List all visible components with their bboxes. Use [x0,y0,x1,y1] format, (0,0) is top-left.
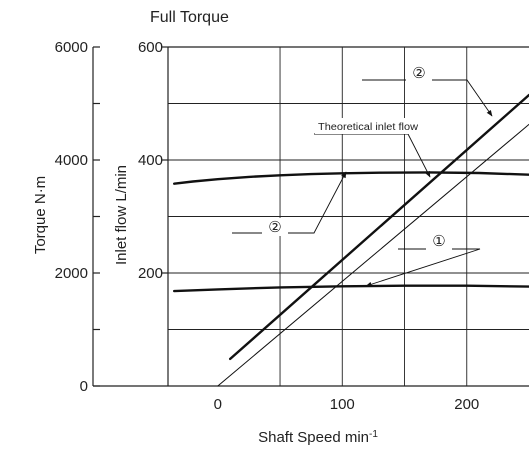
torque-series-line [172,284,529,293]
chart-title: Full Torque [150,9,229,26]
x-tick-label: 200 [454,396,479,413]
series-layer: ② Theoretical inlet flow ② ① [172,64,529,387]
leader-line-flow-2 [362,79,493,117]
torque-tick-label: 4000 [55,152,88,169]
leader-line-torque-2 [232,171,347,234]
flow-tick-label: 600 [138,39,163,56]
flow-tick-label: 400 [138,152,163,169]
y-axis-label-flow: Inlet flow L/min [113,165,130,265]
flow-series-line [228,93,529,361]
label-layer: Full Torque Shaft Speed min-1 Torque N·m… [32,9,378,446]
x-tick-label: 100 [330,396,355,413]
x-tick-label: 0 [214,396,222,413]
flow-tick-label: 200 [138,265,163,282]
annotation-flow-2: ② [412,65,425,82]
leader-line-torque-1 [365,248,481,287]
leader-line-theoretical [314,133,431,178]
annotation-bg [315,118,421,134]
flow-series-line [217,123,529,387]
annotation-bg [406,64,432,82]
x-axis-label: Shaft Speed min-1 [258,429,378,447]
annotation-torque-2: ② [268,219,281,236]
annotation-bg [426,232,452,250]
annotation-theoretical: Theoretical inlet flow [318,122,419,133]
annotation-bg [262,218,288,236]
y-axis-label-torque: Torque N·m [32,176,49,254]
torque-tick-label: 0 [80,378,88,395]
torque-tick-label: 2000 [55,265,88,282]
torque-series-line [172,171,529,185]
annotation-torque-1: ① [432,233,445,250]
torque-tick-label: 6000 [55,39,88,56]
